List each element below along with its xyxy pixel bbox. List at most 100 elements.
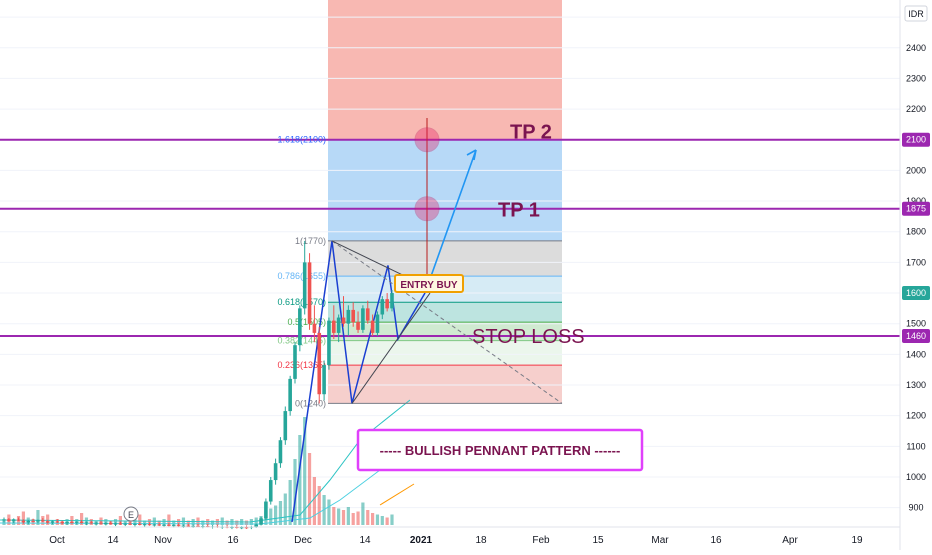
candle-body[interactable] [298,308,302,346]
candle-body[interactable] [302,262,307,309]
candle-body[interactable] [74,521,79,523]
candle-body[interactable] [142,524,147,526]
candle-body[interactable] [341,317,346,324]
candle-body[interactable] [370,320,375,333]
fib-label-0.236: 0.236(1365) [277,360,326,370]
candle-body[interactable] [327,320,331,366]
candle-body[interactable] [2,519,6,521]
target-circle-2100 [414,127,440,153]
candle-body[interactable] [45,521,50,523]
y-tick-label: 1200 [906,411,926,421]
candle-body[interactable] [351,309,355,323]
candle-body[interactable] [147,524,152,526]
candle-body[interactable] [312,323,317,333]
volume-bar [380,516,384,525]
candle-body[interactable] [356,322,360,330]
volume-bar [162,519,166,525]
candle-body[interactable] [133,523,137,525]
volume-bar [366,510,370,525]
volume-bar [317,486,321,525]
candle-body[interactable] [11,519,16,521]
candle-body[interactable] [322,365,326,395]
x-tick-label: 16 [227,535,239,546]
candle-body[interactable] [152,524,157,526]
volume-bar [390,514,394,525]
candle-body[interactable] [113,523,118,525]
x-tick-label: 2021 [410,535,433,546]
candle-body[interactable] [375,314,380,333]
tp2-label: TP 2 [510,122,552,144]
candle-body[interactable] [16,519,21,521]
x-tick-label: 16 [710,535,722,546]
candle-body[interactable] [31,520,35,522]
candle-body[interactable] [41,520,45,522]
candle-body[interactable] [128,523,132,525]
candle-body[interactable] [84,522,89,524]
candle-body[interactable] [176,525,181,527]
currency-badge[interactable] [904,5,928,22]
candle-body[interactable] [108,522,113,524]
x-tick-label: 18 [475,535,487,546]
candle-body[interactable] [118,523,123,525]
candle-body[interactable] [317,332,322,395]
candle-body[interactable] [89,522,94,524]
candle-body[interactable] [7,519,11,521]
price-label-bg [902,286,930,301]
candle-body[interactable] [99,522,103,524]
volume-bar [361,502,365,525]
candle-body[interactable] [380,299,385,315]
candle-body[interactable] [21,520,26,523]
entry-buy-box[interactable] [394,274,464,293]
volume-bar [138,514,142,525]
candle-body[interactable] [138,523,142,525]
price-label-bg [902,201,930,216]
y-tick-label: 2000 [906,165,926,175]
candle-body[interactable] [288,378,292,412]
candle-body[interactable] [186,525,191,527]
candle-body[interactable] [332,320,336,333]
candle-body[interactable] [162,524,166,526]
candle-body[interactable] [60,522,64,524]
candle-body[interactable] [181,525,186,527]
candle-body[interactable] [273,463,278,481]
candle-body[interactable] [390,293,394,309]
candle-body[interactable] [36,520,40,522]
candle-body[interactable] [167,524,171,526]
candle-body[interactable] [283,411,288,441]
candle-body[interactable] [70,522,74,524]
price-label: 1600 [906,288,926,298]
candle-body[interactable] [244,527,249,529]
candle-body[interactable] [239,527,244,529]
candle-body[interactable] [293,345,297,379]
candle-body[interactable] [104,522,108,524]
pattern-banner-label: ----- BULLISH PENNANT PATTERN ------ [380,443,621,458]
candle-body[interactable] [307,262,312,324]
candle-body[interactable] [79,521,84,523]
candle-body[interactable] [50,521,55,523]
candle-body[interactable] [278,440,283,464]
candle-body[interactable] [268,480,273,502]
candle-body[interactable] [259,518,263,525]
candle-body[interactable] [171,525,176,527]
candle-body[interactable] [264,501,268,519]
x-tick-label: 19 [851,535,863,546]
candle-body[interactable] [55,521,60,523]
candle-body[interactable] [191,525,195,527]
candle-body[interactable] [346,309,351,324]
candle-body[interactable] [254,524,258,527]
earnings-badge[interactable] [123,506,139,522]
candle-body[interactable] [361,308,365,330]
candle-body[interactable] [365,308,370,321]
candle-body[interactable] [123,523,128,525]
pattern-banner[interactable] [356,428,644,472]
candle-body[interactable] [336,317,341,333]
candle-body[interactable] [94,522,98,524]
volume-bar [371,513,375,525]
candle-body[interactable] [196,525,200,527]
candle-body[interactable] [26,520,31,523]
candle-body[interactable] [157,524,161,526]
candle-body[interactable] [65,522,69,524]
candle-body[interactable] [385,299,389,309]
